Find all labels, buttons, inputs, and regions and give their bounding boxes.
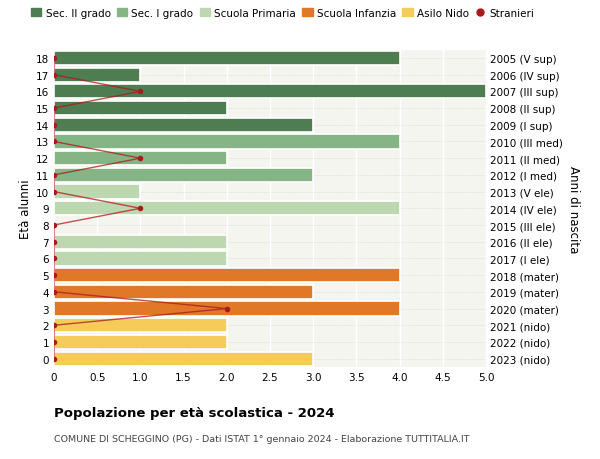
Y-axis label: Età alunni: Età alunni (19, 179, 32, 239)
Text: Popolazione per età scolastica - 2024: Popolazione per età scolastica - 2024 (54, 406, 335, 419)
Bar (54, 302, 400, 316)
Bar (54, 319, 227, 333)
Bar (54, 185, 140, 199)
Bar (54, 202, 400, 216)
Bar (54, 235, 227, 249)
Text: COMUNE DI SCHEGGINO (PG) - Dati ISTAT 1° gennaio 2024 - Elaborazione TUTTITALIA.: COMUNE DI SCHEGGINO (PG) - Dati ISTAT 1°… (54, 434, 470, 443)
Legend: Sec. II grado, Sec. I grado, Scuola Primaria, Scuola Infanzia, Asilo Nido, Stran: Sec. II grado, Sec. I grado, Scuola Prim… (29, 6, 537, 21)
Bar (54, 118, 313, 133)
Bar (54, 52, 400, 66)
Y-axis label: Anni di nascita: Anni di nascita (567, 165, 580, 252)
Bar (54, 285, 313, 299)
Bar (54, 269, 400, 283)
Bar (54, 85, 486, 99)
Bar (54, 152, 227, 166)
Bar (54, 352, 313, 366)
Bar (54, 102, 227, 116)
Bar (54, 135, 400, 149)
Bar (54, 335, 227, 349)
Bar (54, 252, 227, 266)
Bar (54, 68, 140, 83)
Bar (54, 168, 313, 183)
